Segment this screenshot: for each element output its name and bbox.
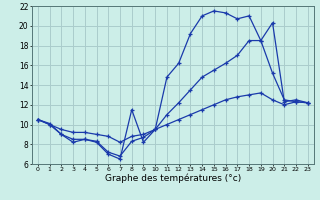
X-axis label: Graphe des températures (°c): Graphe des températures (°c) [105,174,241,183]
